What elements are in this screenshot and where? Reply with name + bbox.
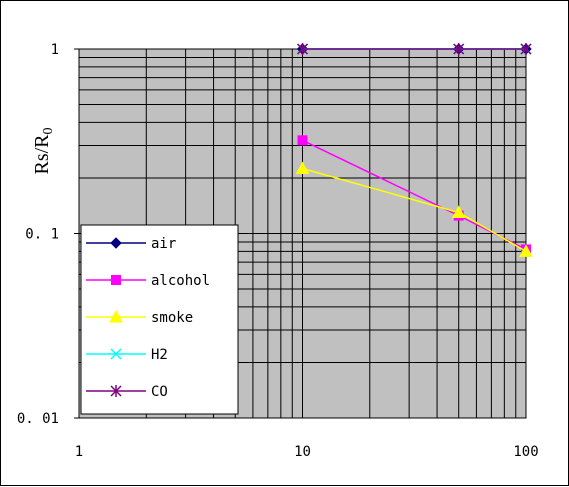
data-point bbox=[111, 275, 121, 285]
y-tick-label: 0. 1 bbox=[25, 227, 59, 243]
x-tick-label: 100 bbox=[513, 444, 538, 460]
data-point bbox=[109, 309, 123, 323]
x-tick-label: 10 bbox=[294, 444, 311, 460]
legend: air alcohol smoke H2 CO bbox=[80, 224, 239, 415]
data-point bbox=[453, 43, 465, 55]
data-point bbox=[297, 135, 308, 146]
legend-box bbox=[80, 224, 239, 415]
x-tick-label: 1 bbox=[75, 444, 83, 460]
data-point bbox=[110, 385, 122, 397]
legend-label: air bbox=[151, 236, 176, 252]
grid bbox=[79, 49, 526, 418]
data-point bbox=[110, 348, 122, 360]
data-point bbox=[110, 237, 122, 249]
data-point bbox=[295, 161, 310, 175]
legend-items: air alcohol smoke H2 CO bbox=[86, 236, 210, 400]
data-point bbox=[296, 43, 309, 55]
legend-item: air bbox=[86, 236, 176, 252]
tick-labels: 1 10 100 0. 01 0. 1 1 bbox=[17, 42, 539, 460]
data-point bbox=[520, 43, 532, 55]
y-axis-label: Rs/R0 bbox=[31, 127, 56, 174]
series-co bbox=[296, 43, 532, 55]
data-point bbox=[519, 244, 533, 257]
series-smoke bbox=[295, 161, 533, 257]
legend-label: smoke bbox=[151, 310, 193, 326]
y-tick-label: 0. 01 bbox=[17, 411, 59, 427]
data-point bbox=[451, 205, 466, 218]
legend-item: H2 bbox=[86, 347, 168, 363]
legend-item: smoke bbox=[86, 309, 193, 326]
legend-label: alcohol bbox=[151, 273, 210, 289]
legend-item: CO bbox=[86, 384, 168, 400]
y-tick-label: 1 bbox=[51, 42, 59, 58]
series-layer bbox=[295, 43, 533, 257]
legend-item: alcohol bbox=[86, 273, 210, 289]
legend-label: H2 bbox=[151, 347, 168, 363]
legend-label: CO bbox=[151, 384, 168, 400]
